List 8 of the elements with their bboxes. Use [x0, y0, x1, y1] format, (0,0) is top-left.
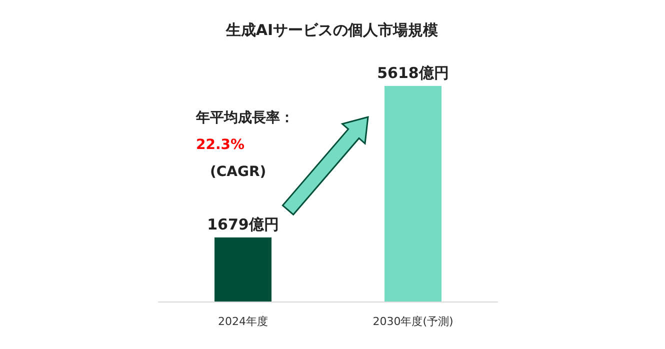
annotation: 22.3% — [196, 137, 245, 153]
chart-title: 生成AIサービスの個人市場規模 — [224, 21, 440, 39]
annotation: 年平均成長率： — [195, 109, 294, 126]
data-label: 1679億円 — [207, 215, 279, 234]
data-label: 5618億円 — [377, 64, 449, 82]
annotation: (CAGR) — [210, 164, 266, 180]
x-tick-label: 2024年度 — [218, 315, 268, 328]
x-tick-label: 2030年度(予測) — [372, 315, 454, 328]
